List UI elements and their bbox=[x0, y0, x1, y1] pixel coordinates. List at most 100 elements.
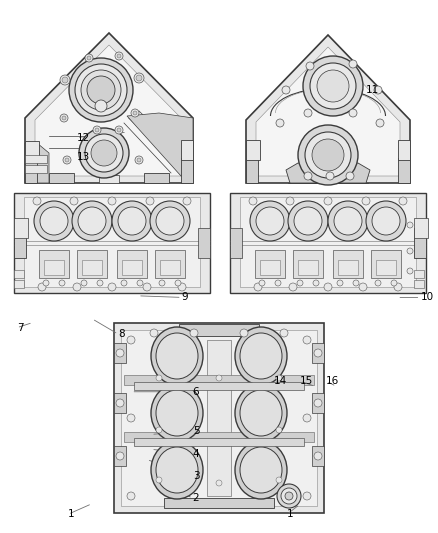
Circle shape bbox=[150, 201, 190, 241]
Bar bbox=[198, 228, 210, 258]
Polygon shape bbox=[35, 45, 183, 176]
Circle shape bbox=[65, 158, 69, 162]
Polygon shape bbox=[25, 33, 193, 183]
Ellipse shape bbox=[151, 384, 203, 442]
Bar bbox=[414, 218, 428, 238]
Circle shape bbox=[303, 336, 311, 344]
Circle shape bbox=[78, 207, 106, 235]
Ellipse shape bbox=[151, 441, 203, 499]
Bar bbox=[14, 270, 24, 278]
Bar bbox=[260, 260, 280, 275]
Bar bbox=[298, 260, 318, 275]
Text: 8: 8 bbox=[118, 329, 125, 339]
Circle shape bbox=[399, 197, 407, 205]
Bar bbox=[25, 155, 47, 163]
Bar bbox=[160, 260, 180, 275]
Circle shape bbox=[276, 477, 282, 483]
Polygon shape bbox=[286, 163, 370, 183]
Circle shape bbox=[112, 201, 152, 241]
Circle shape bbox=[312, 139, 344, 171]
Circle shape bbox=[276, 119, 284, 127]
Circle shape bbox=[108, 197, 116, 205]
Bar bbox=[14, 193, 210, 293]
Bar bbox=[333, 250, 363, 278]
Circle shape bbox=[256, 207, 284, 235]
Text: 5: 5 bbox=[193, 426, 199, 436]
Bar bbox=[312, 446, 324, 466]
Circle shape bbox=[317, 70, 349, 102]
Circle shape bbox=[69, 58, 133, 122]
Circle shape bbox=[73, 283, 81, 291]
Circle shape bbox=[137, 158, 141, 162]
Circle shape bbox=[93, 126, 101, 134]
Bar bbox=[134, 438, 304, 446]
Text: 1: 1 bbox=[287, 510, 293, 519]
Ellipse shape bbox=[156, 447, 198, 493]
Circle shape bbox=[288, 201, 328, 241]
Circle shape bbox=[254, 283, 262, 291]
Circle shape bbox=[116, 399, 124, 407]
Circle shape bbox=[178, 283, 186, 291]
Circle shape bbox=[298, 125, 358, 185]
Circle shape bbox=[249, 197, 257, 205]
Circle shape bbox=[97, 280, 103, 286]
Bar bbox=[179, 324, 259, 336]
Bar bbox=[44, 260, 64, 275]
Circle shape bbox=[95, 128, 99, 132]
Ellipse shape bbox=[235, 384, 287, 442]
Circle shape bbox=[70, 197, 78, 205]
Text: 7: 7 bbox=[17, 323, 23, 333]
Circle shape bbox=[143, 283, 151, 291]
Bar bbox=[376, 260, 396, 275]
Circle shape bbox=[353, 280, 359, 286]
Circle shape bbox=[259, 280, 265, 286]
Circle shape bbox=[127, 414, 135, 422]
Bar bbox=[240, 197, 416, 287]
Bar bbox=[14, 280, 24, 288]
Ellipse shape bbox=[235, 441, 287, 499]
Bar bbox=[134, 382, 304, 390]
Circle shape bbox=[62, 77, 68, 83]
Circle shape bbox=[407, 222, 413, 228]
Text: 3: 3 bbox=[193, 471, 199, 481]
Circle shape bbox=[306, 62, 314, 70]
Bar bbox=[25, 165, 47, 173]
Bar bbox=[414, 280, 424, 288]
Circle shape bbox=[407, 248, 413, 254]
Bar bbox=[293, 250, 323, 278]
Circle shape bbox=[38, 283, 46, 291]
Circle shape bbox=[280, 329, 288, 337]
Circle shape bbox=[391, 280, 397, 286]
Polygon shape bbox=[25, 143, 49, 183]
Bar bbox=[155, 250, 185, 278]
Text: 9: 9 bbox=[182, 293, 188, 302]
Circle shape bbox=[281, 488, 297, 504]
Circle shape bbox=[116, 349, 124, 357]
Circle shape bbox=[303, 414, 311, 422]
Bar bbox=[77, 250, 107, 278]
Bar bbox=[124, 375, 314, 385]
Circle shape bbox=[310, 63, 356, 109]
Circle shape bbox=[85, 134, 123, 172]
Circle shape bbox=[286, 197, 294, 205]
Circle shape bbox=[156, 477, 162, 483]
Bar bbox=[230, 228, 242, 258]
Circle shape bbox=[81, 70, 121, 110]
Circle shape bbox=[394, 283, 402, 291]
Circle shape bbox=[136, 75, 142, 81]
Circle shape bbox=[60, 114, 68, 122]
Circle shape bbox=[289, 283, 297, 291]
Circle shape bbox=[216, 375, 222, 381]
Bar bbox=[124, 432, 314, 442]
Circle shape bbox=[376, 119, 384, 127]
Circle shape bbox=[183, 197, 191, 205]
Circle shape bbox=[375, 280, 381, 286]
Circle shape bbox=[304, 109, 312, 117]
Text: 1: 1 bbox=[68, 510, 74, 519]
Text: 4: 4 bbox=[193, 449, 199, 458]
Circle shape bbox=[117, 128, 121, 132]
Bar bbox=[255, 250, 285, 278]
Circle shape bbox=[314, 452, 322, 460]
Ellipse shape bbox=[156, 390, 198, 436]
Circle shape bbox=[216, 480, 222, 486]
